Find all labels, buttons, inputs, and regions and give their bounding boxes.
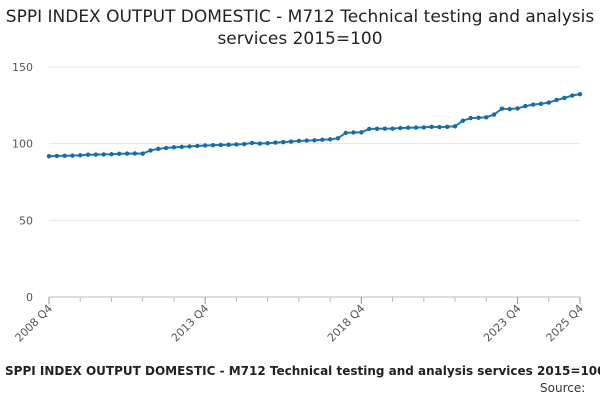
data-point[interactable] bbox=[390, 126, 395, 131]
data-point[interactable] bbox=[101, 152, 106, 157]
data-point[interactable] bbox=[226, 142, 231, 147]
data-point[interactable] bbox=[445, 124, 450, 129]
data-point[interactable] bbox=[437, 124, 442, 130]
data-point[interactable] bbox=[523, 103, 528, 109]
data-point[interactable] bbox=[413, 125, 419, 130]
data-point[interactable] bbox=[499, 106, 505, 111]
x-tick-label: 2023 Q4 bbox=[481, 302, 524, 345]
data-point[interactable] bbox=[538, 101, 544, 107]
data-point[interactable] bbox=[515, 106, 520, 111]
data-point[interactable] bbox=[569, 93, 575, 98]
data-point[interactable] bbox=[366, 126, 372, 132]
data-point[interactable] bbox=[562, 95, 567, 101]
data-point[interactable] bbox=[249, 140, 255, 146]
gridlines bbox=[49, 66, 580, 298]
data-point[interactable] bbox=[554, 97, 559, 103]
data-point[interactable] bbox=[156, 146, 161, 152]
footer-source: Source: bbox=[540, 381, 586, 395]
data-point[interactable] bbox=[484, 115, 489, 120]
y-tick-label: 150 bbox=[12, 61, 33, 74]
data-point[interactable] bbox=[335, 136, 341, 141]
data-point[interactable] bbox=[546, 100, 551, 105]
footer-title: SPPI INDEX OUTPUT DOMESTIC - M712 Techni… bbox=[5, 364, 600, 378]
data-point[interactable] bbox=[70, 153, 75, 158]
data-point[interactable] bbox=[577, 91, 583, 97]
data-point[interactable] bbox=[296, 138, 302, 144]
data-point[interactable] bbox=[273, 140, 278, 145]
y-tick-label: 100 bbox=[12, 138, 33, 151]
data-point[interactable] bbox=[257, 141, 263, 146]
data-point[interactable] bbox=[304, 138, 309, 143]
data-point[interactable] bbox=[421, 125, 427, 130]
data-point[interactable] bbox=[218, 142, 223, 148]
data-point[interactable] bbox=[398, 125, 403, 131]
data-point[interactable] bbox=[234, 142, 239, 147]
data-point[interactable] bbox=[242, 141, 247, 147]
data-point[interactable] bbox=[109, 152, 114, 157]
series-points bbox=[46, 91, 583, 159]
data-point[interactable] bbox=[343, 130, 348, 136]
data-point[interactable] bbox=[179, 144, 184, 150]
data-point[interactable] bbox=[163, 145, 169, 151]
data-point[interactable] bbox=[140, 151, 145, 156]
y-tick-label: 0 bbox=[26, 291, 33, 304]
data-point[interactable] bbox=[78, 153, 83, 158]
x-tick-label: 2013 Q4 bbox=[169, 302, 212, 345]
x-tick-label: 2008 Q4 bbox=[13, 302, 56, 345]
data-point[interactable] bbox=[429, 124, 434, 129]
data-point[interactable] bbox=[507, 106, 512, 112]
data-point[interactable] bbox=[312, 138, 317, 143]
data-point[interactable] bbox=[530, 102, 536, 107]
data-point[interactable] bbox=[148, 148, 153, 153]
data-point[interactable] bbox=[281, 139, 286, 145]
data-point[interactable] bbox=[382, 126, 387, 131]
y-tick-label: 50 bbox=[19, 214, 33, 227]
data-point[interactable] bbox=[93, 152, 99, 157]
data-point[interactable] bbox=[54, 153, 60, 159]
x-tick-label: 2018 Q4 bbox=[325, 302, 368, 345]
data-point[interactable] bbox=[124, 151, 130, 156]
data-point[interactable] bbox=[476, 115, 481, 120]
data-point[interactable] bbox=[46, 154, 52, 159]
data-point[interactable] bbox=[288, 139, 294, 144]
data-point[interactable] bbox=[452, 124, 458, 129]
data-point[interactable] bbox=[320, 137, 325, 142]
data-point[interactable] bbox=[327, 137, 333, 142]
data-point[interactable] bbox=[210, 143, 216, 148]
data-point[interactable] bbox=[62, 153, 67, 158]
chart-title: SPPI INDEX OUTPUT DOMESTIC - M712 Techni… bbox=[5, 7, 595, 49]
data-point[interactable] bbox=[117, 151, 122, 156]
data-point[interactable] bbox=[359, 130, 364, 135]
data-point[interactable] bbox=[491, 112, 497, 117]
data-point[interactable] bbox=[85, 152, 91, 157]
data-point[interactable] bbox=[351, 130, 356, 135]
x-axis: 2008 Q4 2013 Q4 2018 Q4 2023 Q4 2025 Q4 bbox=[13, 297, 587, 345]
data-point[interactable] bbox=[202, 143, 208, 148]
data-point[interactable] bbox=[468, 115, 473, 121]
x-tick-label: 2025 Q4 bbox=[544, 302, 587, 345]
series-line bbox=[48, 93, 581, 158]
data-point[interactable] bbox=[265, 141, 270, 146]
data-point[interactable] bbox=[406, 125, 411, 130]
data-point[interactable] bbox=[460, 118, 466, 123]
data-point[interactable] bbox=[171, 145, 177, 150]
data-point[interactable] bbox=[195, 143, 200, 149]
y-axis-ticks: 0 50 100 150 bbox=[12, 61, 33, 304]
data-point[interactable] bbox=[187, 144, 192, 149]
data-point[interactable] bbox=[374, 126, 380, 131]
data-point[interactable] bbox=[132, 151, 138, 156]
series-line-path bbox=[48, 93, 581, 158]
